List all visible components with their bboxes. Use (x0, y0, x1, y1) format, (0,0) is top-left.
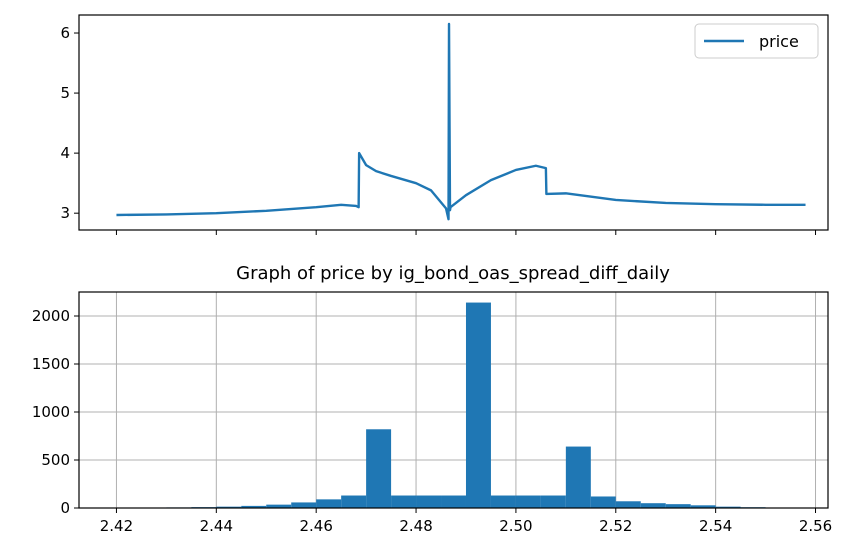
histogram-y-axis: 0 500 1000 1500 2000 (32, 307, 79, 517)
histogram-bar (441, 495, 466, 508)
legend-label-price: price (759, 32, 799, 51)
histogram-bar (490, 495, 516, 508)
top-y-tick-label: 5 (60, 84, 70, 102)
histogram-bar (590, 496, 616, 508)
bottom-x-tick-label: 2.42 (100, 517, 133, 535)
top-y-axis: 3 4 5 6 (60, 24, 79, 222)
top-y-tick-label: 3 (60, 204, 70, 222)
legend-box (694, 23, 819, 59)
bottom-y-tick-label: 2000 (32, 307, 70, 325)
histogram-bar (465, 302, 491, 508)
top-axes-frame (78, 14, 829, 231)
histogram-bar (690, 505, 716, 508)
bottom-y-tick-label: 1500 (32, 355, 70, 373)
bottom-histogram-panel: Graph of price by ig_bond_oas_spread_dif… (32, 263, 832, 535)
legend: price (694, 23, 819, 59)
bottom-y-tick-label: 500 (41, 451, 70, 469)
bottom-x-tick-label: 2.48 (399, 517, 432, 535)
bottom-y-tick-label: 0 (60, 499, 70, 517)
histogram-bar (715, 506, 741, 508)
histogram-bar (540, 495, 566, 508)
bottom-x-tick-label: 2.52 (599, 517, 632, 535)
top-y-tick-label: 4 (60, 144, 70, 162)
top-plot-area (116, 22, 806, 221)
top-y-tick-label: 6 (60, 24, 70, 42)
histogram-bar (216, 506, 242, 508)
histogram-bar (291, 502, 317, 508)
histogram-bar (416, 495, 442, 508)
histogram-bar (266, 504, 292, 508)
bottom-axes-frame (78, 291, 829, 509)
histogram-bar (615, 501, 641, 508)
histogram-bar (565, 446, 591, 508)
top-x-axis (115, 230, 817, 235)
series-line-price (116, 22, 806, 221)
histogram-bars (116, 302, 816, 508)
histogram-bar (366, 429, 392, 508)
histogram-x-axis: 2.42 2.44 2.46 2.48 2.50 2.52 2.54 2.56 (100, 508, 832, 535)
histogram-bar (316, 499, 342, 508)
bottom-x-tick-label: 2.50 (499, 517, 532, 535)
bottom-y-tick-label: 1000 (32, 403, 70, 421)
histogram-bar (665, 504, 691, 508)
histogram-bar (341, 495, 367, 508)
top-line-panel: 3 4 5 6 price (60, 14, 829, 235)
bottom-x-tick-label: 2.56 (799, 517, 832, 535)
histogram-bar (391, 495, 417, 508)
histogram-bar (241, 505, 267, 508)
histogram-bar (640, 503, 666, 508)
bottom-x-tick-label: 2.46 (299, 517, 332, 535)
bottom-x-tick-label: 2.54 (699, 517, 732, 535)
bottom-x-tick-label: 2.44 (200, 517, 233, 535)
histogram-title: Graph of price by ig_bond_oas_spread_dif… (236, 263, 670, 284)
histogram-bar (515, 495, 541, 508)
